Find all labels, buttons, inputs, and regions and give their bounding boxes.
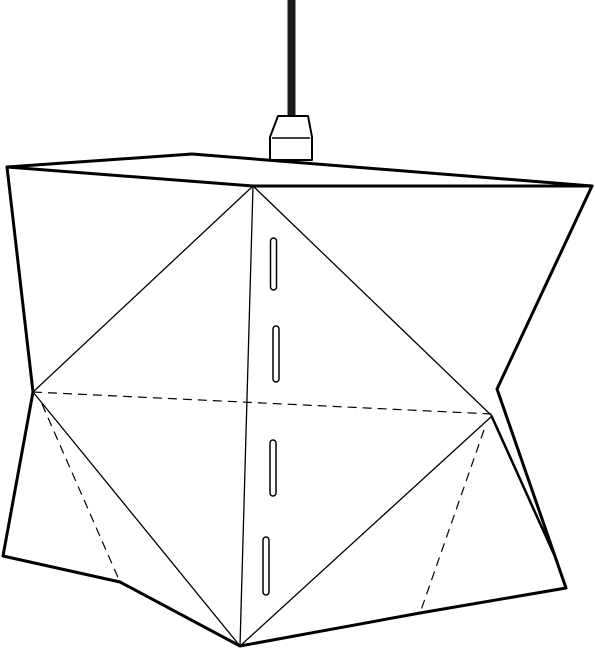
power-cord [287, 0, 296, 118]
fold-line [32, 185, 254, 393]
slot [262, 536, 270, 596]
fold-line [239, 415, 493, 647]
dashed-fold-line [498, 391, 567, 589]
fold-lines-dashed [32, 391, 567, 614]
shade-inner-right-edge [490, 415, 559, 563]
shade-bottom-edge [118, 580, 568, 648]
dashed-fold-line [32, 391, 493, 415]
shade-right-edge [495, 184, 594, 590]
fold-line [32, 391, 241, 647]
slot [269, 237, 278, 291]
slot [269, 439, 277, 497]
fold-lines-solid [32, 185, 493, 647]
slots [262, 237, 280, 596]
cord-and-socket [269, 0, 313, 161]
slot [272, 325, 280, 383]
fold-line [239, 185, 254, 647]
fold-line [252, 185, 493, 417]
lamp-shade [1, 152, 594, 648]
dashed-fold-line [419, 429, 485, 614]
shade-left-edge [1, 165, 122, 584]
dashed-fold-line [41, 403, 121, 583]
